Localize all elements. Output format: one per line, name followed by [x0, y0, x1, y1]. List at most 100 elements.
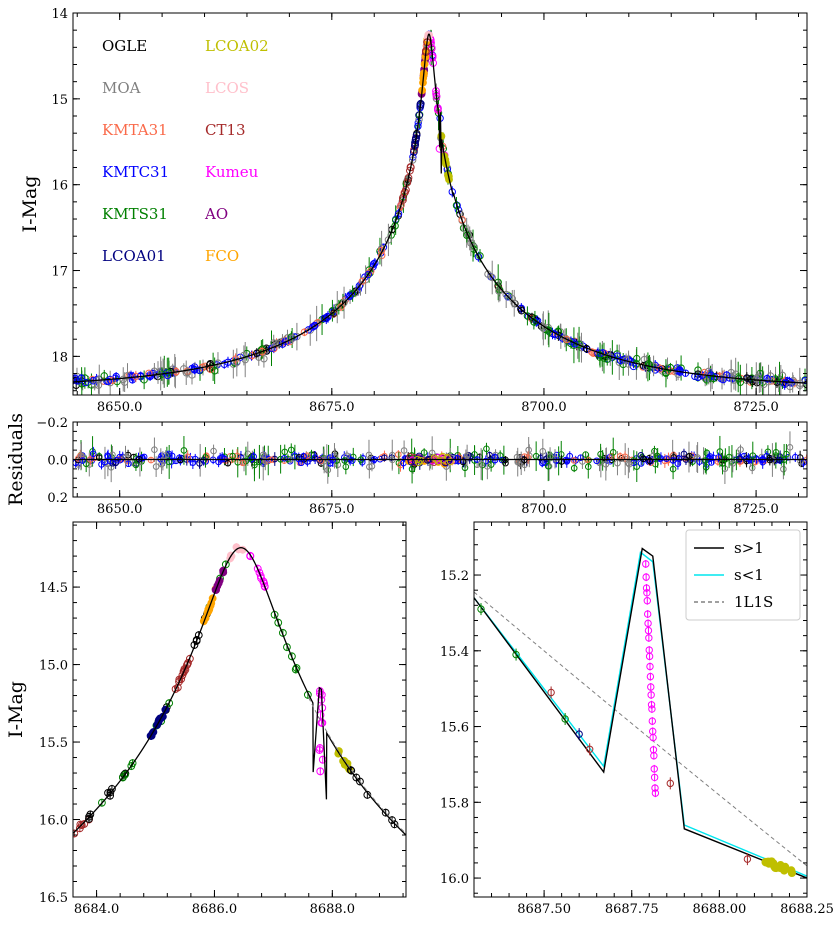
y-tick-label: 15.4 — [440, 645, 469, 660]
data-point — [504, 293, 512, 301]
data-point — [184, 368, 192, 376]
data-point — [577, 454, 584, 461]
legend-entry: AO — [204, 205, 228, 223]
x-tick-label: 8675.0 — [309, 400, 355, 415]
y-tick-label: 15 — [51, 93, 68, 108]
data-point — [510, 299, 518, 307]
y-tick-label: 0.0 — [47, 454, 68, 469]
x-tick-label: 8688.00 — [692, 902, 746, 917]
data-point — [639, 455, 647, 463]
top-legend: OGLE MOA KMTA31 KMTC31 KMTS31 LCOA01 LCOA02 LCO… — [102, 37, 269, 265]
data-point — [394, 210, 403, 218]
data-point — [184, 658, 192, 667]
data-point — [82, 460, 90, 468]
data-point — [145, 369, 153, 377]
data-point — [127, 762, 136, 770]
data-point — [729, 460, 737, 467]
data-point — [448, 188, 456, 196]
data-point — [218, 454, 226, 461]
data-point — [358, 277, 367, 285]
data-point — [487, 461, 495, 468]
x-tick-label: 8700.0 — [521, 400, 567, 415]
data-point — [694, 454, 701, 461]
data-point — [483, 445, 490, 453]
data-point — [597, 450, 604, 458]
data-point — [107, 464, 115, 471]
y-tick-label: 16 — [51, 179, 68, 194]
data-point — [381, 808, 390, 817]
zoom2-axes: 8687.50 8687.75 8688.00 8688.25 15.2 15.4 15.6… — [440, 522, 834, 917]
data-point — [633, 354, 641, 363]
data-point — [255, 353, 263, 361]
legend-label: s<1 — [734, 566, 764, 584]
data-point — [86, 810, 95, 819]
data-point — [112, 372, 120, 381]
legend-entry: FCO — [205, 247, 239, 265]
legend-label: s>1 — [734, 539, 764, 557]
zoom1-panel-frame — [72, 521, 407, 898]
data-point — [435, 458, 443, 466]
data-point — [477, 460, 485, 468]
data-point — [371, 259, 379, 267]
y-axis-label: I-Mag — [5, 681, 27, 738]
model-curve-s-gt-1 — [73, 547, 406, 836]
data-point — [108, 784, 116, 793]
data-point — [614, 459, 621, 467]
data-point — [477, 605, 485, 613]
data-point — [177, 675, 186, 683]
y-tick-label: 14 — [51, 7, 68, 22]
data-point — [593, 457, 600, 465]
data-point — [206, 359, 215, 368]
data-point — [404, 173, 413, 182]
data-point — [281, 448, 289, 456]
data-point — [175, 677, 183, 686]
data-point — [98, 461, 105, 468]
residuals-plot-area — [73, 431, 807, 484]
model-curve-1l1s — [474, 591, 807, 867]
data-point — [642, 560, 650, 568]
y-tick-label: 15.2 — [440, 569, 469, 584]
data-point — [644, 619, 652, 628]
data-point — [642, 573, 650, 581]
model-curve-1l1s — [308, 697, 406, 834]
data-point — [602, 460, 610, 468]
data-point — [467, 239, 475, 247]
data-point — [715, 454, 722, 461]
y-tick-label: 15.6 — [440, 721, 469, 736]
legend-entry: LCOS — [205, 79, 249, 97]
data-point — [646, 457, 654, 465]
data-point — [596, 351, 604, 359]
y-tick-label: 18 — [51, 350, 68, 365]
y-tick-label: 16.0 — [39, 814, 68, 829]
data-point — [461, 464, 469, 472]
data-point — [300, 328, 309, 336]
y-tick-label: 17 — [51, 265, 68, 280]
data-point — [752, 375, 760, 383]
y-tick-label: 15.0 — [39, 659, 68, 674]
data-point — [532, 317, 541, 326]
data-point — [388, 816, 396, 824]
x-tick-label: 8650.0 — [97, 400, 143, 415]
data-point — [446, 458, 454, 466]
data-point — [90, 381, 99, 389]
data-point — [454, 205, 463, 214]
data-point — [147, 456, 155, 464]
data-point — [781, 864, 790, 873]
data-point — [132, 461, 140, 469]
data-point — [736, 458, 744, 465]
x-tick-label: 8688.25 — [780, 902, 834, 917]
data-point — [403, 178, 412, 187]
data-point — [570, 457, 578, 464]
data-point — [311, 321, 319, 330]
data-point — [104, 377, 112, 386]
data-point — [348, 457, 356, 464]
data-point — [643, 589, 651, 597]
data-point — [797, 458, 804, 465]
data-point — [618, 454, 625, 462]
data-point — [395, 451, 402, 458]
data-point — [310, 322, 318, 330]
data-point — [151, 446, 158, 454]
legend-entry: OGLE — [102, 37, 147, 55]
data-point — [676, 366, 684, 374]
data-point — [123, 372, 132, 380]
